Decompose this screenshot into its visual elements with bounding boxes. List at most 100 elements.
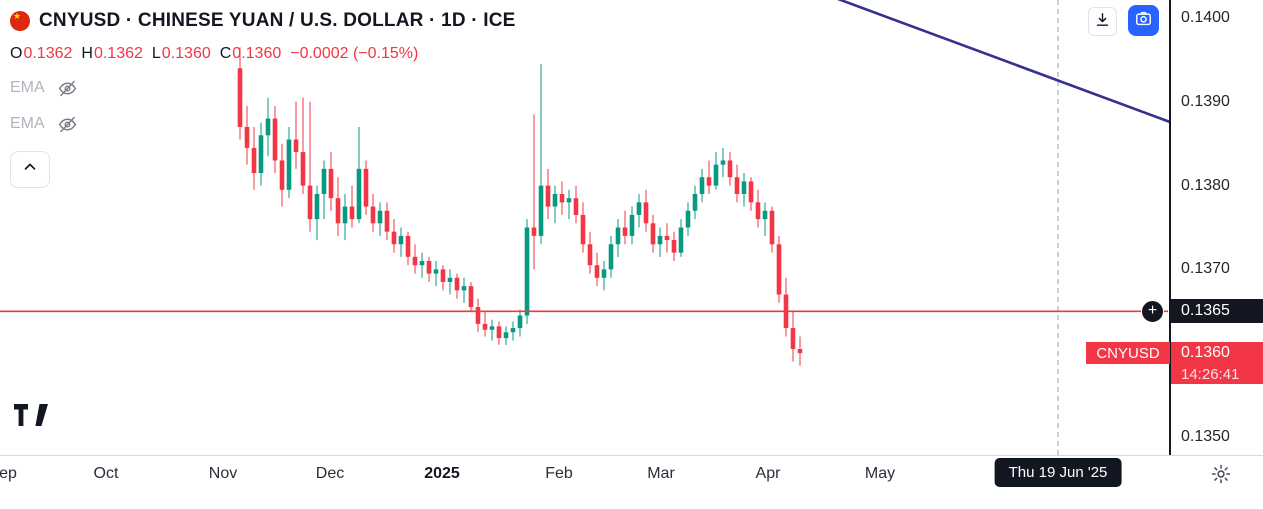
candle-body [272,118,278,161]
candle-body [692,193,698,211]
candle-body [713,164,719,186]
time-tick-label: Oct [93,465,119,482]
collapse-legend-button[interactable] [10,151,50,188]
candle-body [538,185,544,236]
candle-body [433,269,439,274]
settings-button[interactable] [1208,463,1234,489]
candle-body [573,198,579,215]
candle-body [734,177,740,194]
last-price-value: 0.1360 [1181,344,1230,362]
candle-body [265,118,271,136]
candle-body [370,206,376,224]
candle-body [447,277,453,282]
screenshot-button[interactable] [1128,5,1159,36]
crosshair-date-tooltip: Thu 19 Jun '25 [994,458,1122,487]
plus-icon: + [1147,302,1158,320]
trend-line[interactable] [830,0,1171,124]
time-tick-label: Mar [647,465,675,482]
candle-body [608,244,614,270]
close-label: C [219,45,232,62]
candle-body [615,227,621,245]
candle-body [559,193,565,203]
candle-body [566,198,572,203]
candle-body [531,227,537,236]
symbol-title: CNYUSD · CHINESE YUAN / U.S. DOLLAR · 1D… [39,10,516,31]
ema-label: EMA [10,115,45,132]
candle-body [601,269,607,278]
candle-body [545,185,551,207]
candle-body [391,231,397,245]
candle-body [685,210,691,228]
candle-body [727,160,733,178]
candle-body [741,181,747,194]
chevron-up-icon [21,158,39,181]
candle-body [349,206,355,220]
candle-body [678,227,684,253]
candle-body [279,160,285,190]
eye-off-icon[interactable] [57,78,78,99]
candle-body [258,135,264,174]
price-tick-label: 0.1400 [1181,9,1230,26]
price-level-value: 0.1365 [1181,302,1230,320]
candle-body [671,240,677,253]
candle-body [384,210,390,232]
candle-body [790,328,796,350]
candle-body [650,223,656,245]
candle-body [314,193,320,220]
candle-body [398,235,404,245]
price-tick-label: 0.1370 [1181,260,1230,278]
price-tick-label: 0.1380 [1181,176,1230,194]
indicator-row-ema-1[interactable]: EMA [10,77,516,99]
time-tick-label: ep [0,465,17,482]
open-label: O [10,45,23,62]
time-tick-label: Apr [755,465,781,482]
candle-body [363,168,369,207]
price-axis[interactable]: 0.1400 0.1390 0.1380 0.1370 0.1350 [1171,0,1263,455]
candle-body [237,68,243,127]
add-alert-plus-button[interactable]: + [1141,299,1164,323]
candle-body [552,193,558,207]
time-tick-label: May [864,465,896,482]
eye-off-icon[interactable] [57,114,78,135]
camera-icon [1134,9,1153,33]
candle-body [517,315,523,329]
price-level-badge[interactable]: 0.1365 [1171,299,1263,324]
symbol-title-row[interactable]: ★ CNYUSD · CHINESE YUAN / U.S. DOLLAR · … [10,8,516,34]
candle-body [454,277,460,291]
gear-icon [1210,463,1232,490]
candle-body [587,244,593,266]
download-button[interactable] [1088,7,1117,36]
download-icon [1094,11,1111,33]
candle-body [377,210,383,224]
candle-body [307,185,313,220]
candle-body [510,328,516,333]
last-price-symbol: CNYUSD [1096,344,1160,362]
candle-body [356,168,362,220]
candle-body [405,235,411,257]
open-value: 0.1362 [23,45,73,62]
indicator-row-ema-2[interactable]: EMA [10,113,516,135]
time-tick-label: Feb [545,465,573,482]
time-axis[interactable]: Thu 19 Jun '25 ep Oct Nov Dec 2025 Feb Mar Apr M… [0,456,1263,509]
candle-body [636,202,642,215]
candle-body [643,202,649,224]
tradingview-logo[interactable] [14,404,50,432]
candle-body [622,227,628,236]
candle-body [342,206,348,224]
candle-body [482,323,488,330]
candle-body [426,261,432,274]
ema-label: EMA [10,79,45,96]
candle-body [797,349,803,354]
time-axis-separator [0,455,1263,456]
candle-body [594,265,600,278]
candle-body [629,214,635,236]
low-label: L [151,45,161,62]
candle-body [461,286,467,291]
candle-body [328,168,334,199]
last-price-symbol-label: CNYUSD [1086,342,1170,365]
candle-body [755,202,761,220]
candle-body [244,126,250,148]
candle-body [293,139,299,153]
